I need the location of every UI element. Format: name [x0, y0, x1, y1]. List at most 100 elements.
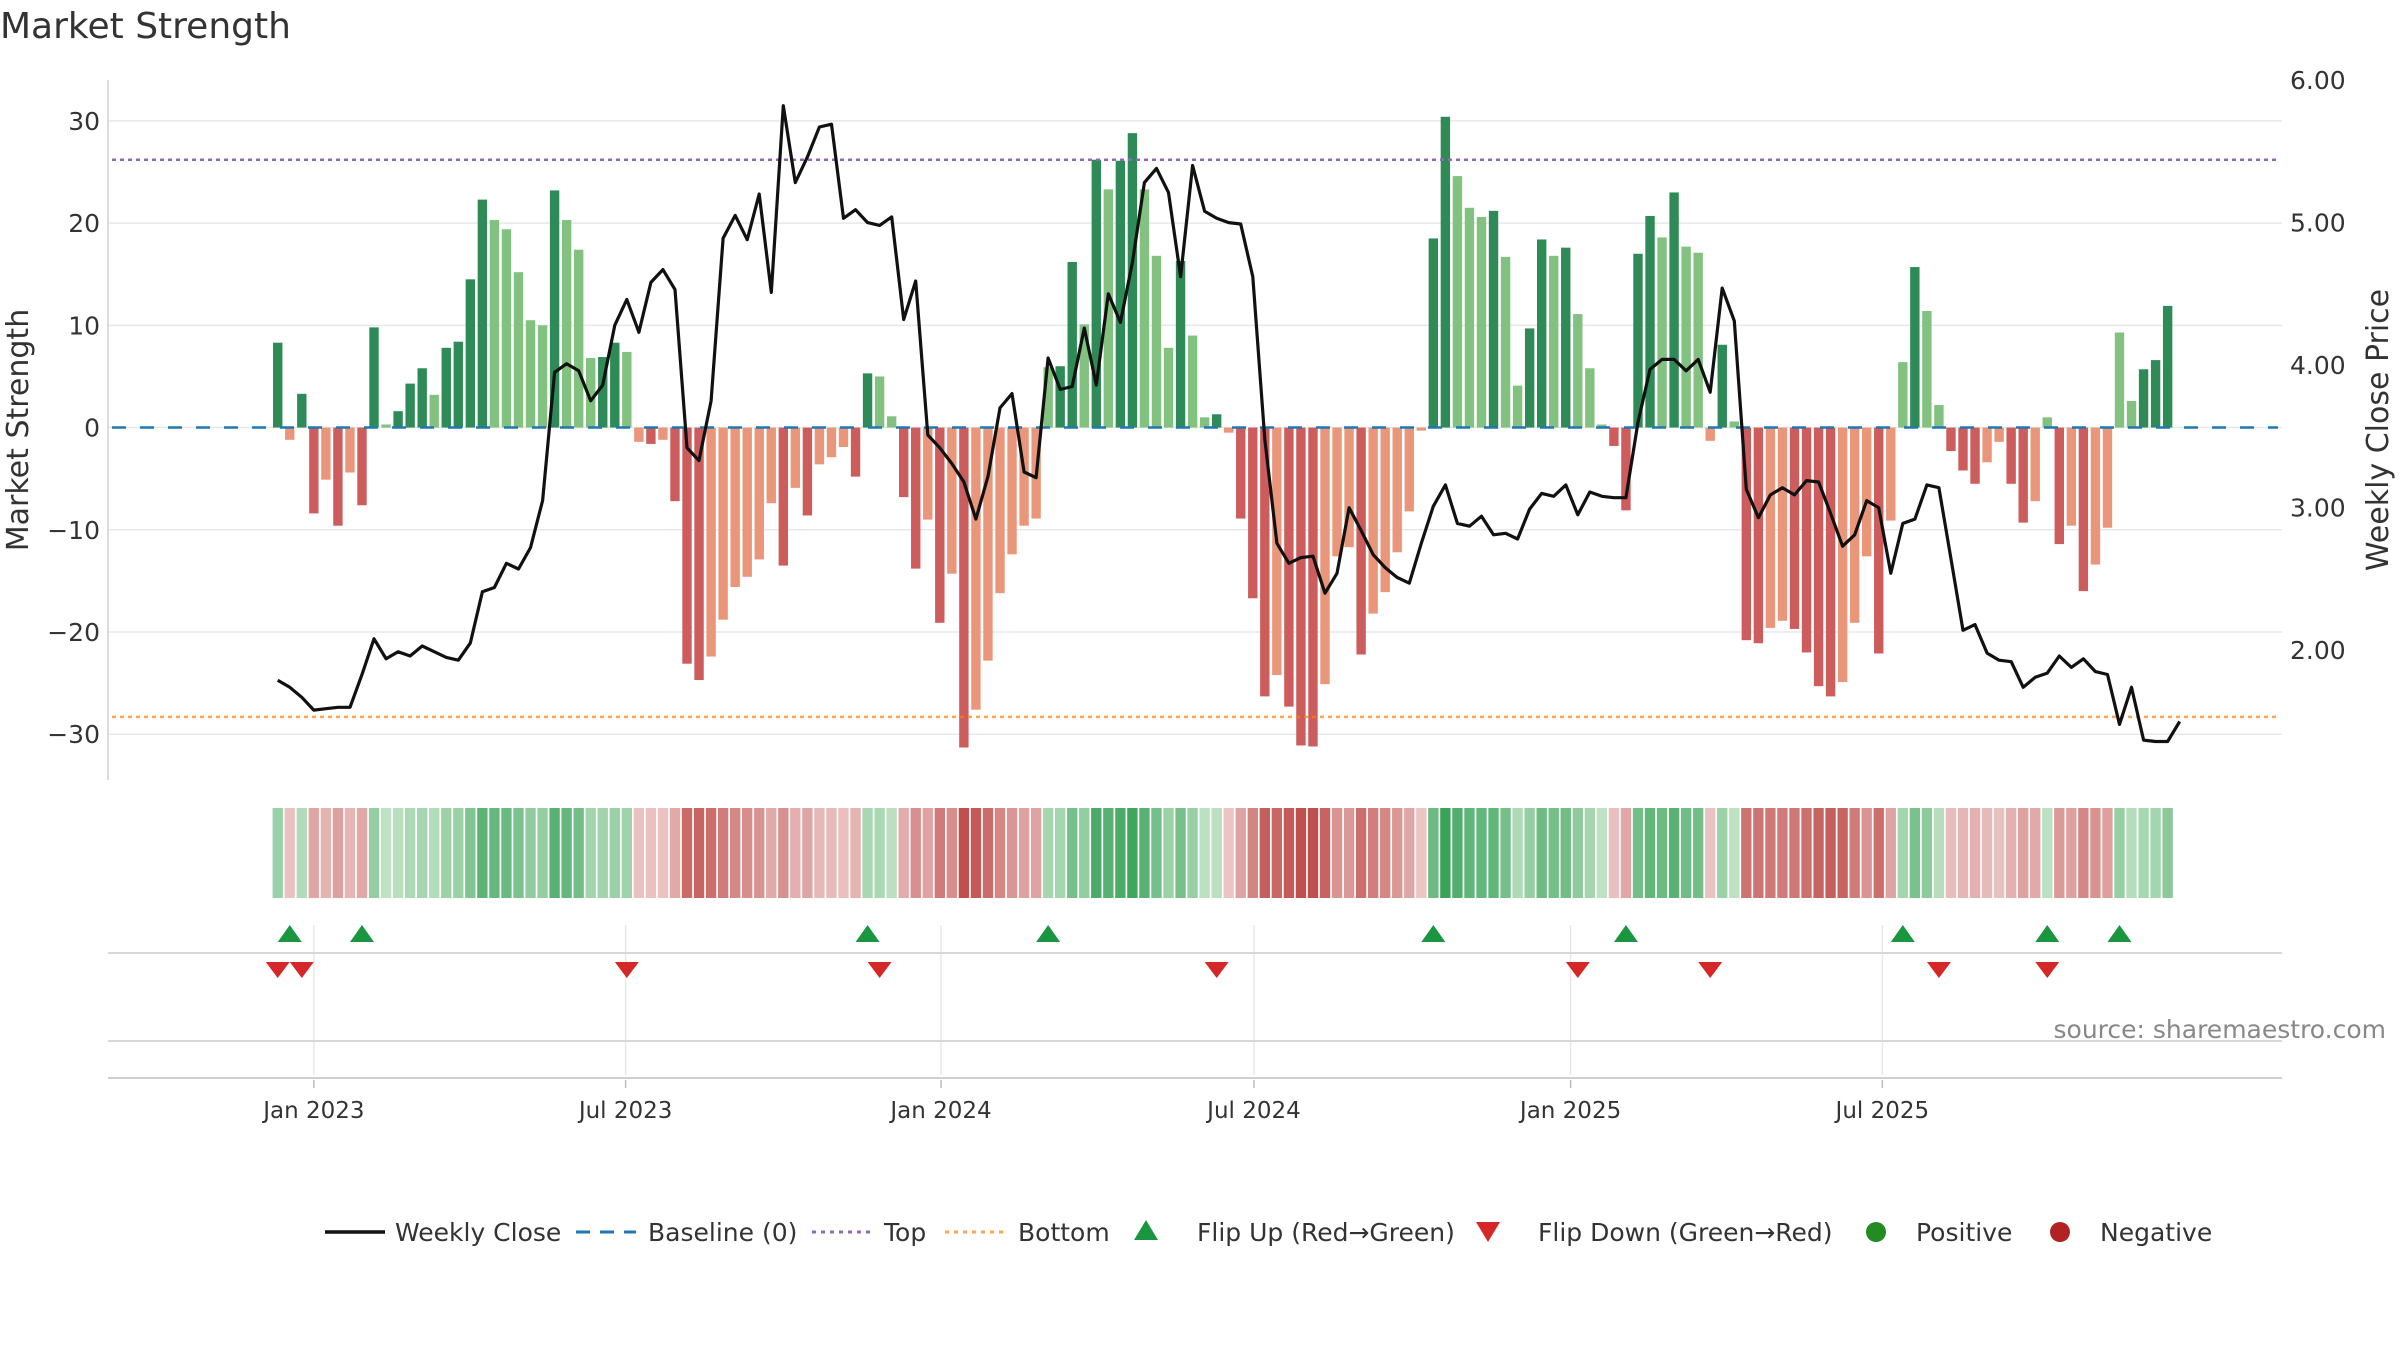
legend-top: Top — [883, 1218, 926, 1247]
heat-cell — [597, 808, 608, 898]
heat-cell — [1584, 808, 1596, 898]
left-tick-label: −30 — [47, 720, 100, 749]
heat-cell — [1753, 808, 1764, 898]
heat-cell — [1392, 808, 1403, 898]
heat-cell — [549, 808, 560, 898]
heat-cell — [1307, 808, 1319, 898]
strength-bar — [1284, 427, 1294, 707]
strength-bar — [1669, 192, 1679, 428]
heat-cell — [1548, 808, 1559, 898]
strength-bar — [513, 272, 524, 428]
heat-cell — [2138, 808, 2149, 898]
strength-bar — [2114, 332, 2125, 428]
strength-bar — [1777, 427, 1788, 621]
strength-bar — [2162, 305, 2173, 428]
heat-cell — [1837, 808, 1848, 898]
heat-cell — [404, 808, 416, 898]
left-tick-label: 20 — [68, 209, 100, 238]
heat-cell — [705, 808, 717, 898]
heat-cell — [2066, 808, 2077, 898]
strength-bar — [1801, 427, 1812, 653]
strength-bar — [333, 427, 343, 526]
flip-down-marker — [265, 962, 290, 978]
heat-cell — [970, 808, 982, 898]
left-tick-label: −20 — [47, 618, 100, 647]
strength-bar — [453, 341, 463, 428]
strength-bar — [1982, 427, 1992, 463]
strength-bar — [1705, 427, 1715, 441]
heat-cell — [1789, 808, 1800, 898]
heat-cell — [1897, 808, 1908, 898]
heat-cell — [633, 808, 645, 898]
strength-bar — [1296, 427, 1306, 746]
strength-bar — [393, 411, 403, 428]
heat-cell — [886, 808, 897, 898]
heat-cell — [1006, 808, 1018, 898]
heat-cell — [1536, 808, 1547, 898]
x-tick-label: Jul 2023 — [577, 1098, 673, 1124]
heat-cell — [645, 808, 657, 898]
strength-bar — [634, 427, 644, 442]
heat-cell — [429, 808, 440, 898]
heat-cell — [1969, 808, 1981, 898]
strength-bar — [1609, 427, 1619, 446]
strength-bar — [1886, 427, 1896, 521]
strength-bar — [694, 427, 704, 681]
strength-bar — [1549, 255, 1559, 428]
heat-cell — [1692, 808, 1704, 898]
strength-bar — [935, 427, 945, 623]
strength-bar — [778, 427, 789, 566]
strength-bar — [1127, 133, 1138, 428]
strength-bar — [1934, 405, 1944, 428]
heat-cell — [1500, 808, 1511, 898]
x-tick-label: Jan 2023 — [261, 1098, 364, 1124]
flip-down-marker — [2035, 962, 2060, 978]
heat-cell — [1957, 808, 1969, 898]
strength-bar — [1115, 160, 1126, 428]
heat-cell — [561, 808, 572, 898]
strength-bar — [923, 427, 933, 520]
strength-bar — [1645, 215, 1655, 428]
heat-cell — [2162, 808, 2173, 898]
flip-up-marker — [1890, 925, 1915, 942]
strength-bar — [826, 427, 837, 458]
strength-bar — [1813, 427, 1824, 687]
strength-bar — [1994, 427, 2004, 442]
legend-negative: Negative — [2100, 1218, 2212, 1247]
heat-cell — [1945, 808, 1957, 898]
strength-bar — [2090, 427, 2101, 565]
strength-bar — [1958, 427, 1968, 471]
legend: Weekly Close Baseline (0) Top Bottom Fli… — [325, 1218, 2212, 1247]
heat-cell — [1777, 808, 1788, 898]
heat-cell — [1404, 808, 1415, 898]
heat-cell — [766, 808, 777, 898]
strength-bar — [1488, 210, 1499, 428]
strength-heat-strip — [272, 808, 2173, 898]
legend-flip-down-icon — [1476, 1222, 1500, 1242]
strength-bar — [489, 220, 500, 428]
chart-title: Market Strength — [0, 6, 291, 47]
heat-cell — [1091, 808, 1102, 898]
flip-down-marker — [867, 962, 892, 978]
heat-cell — [2078, 808, 2089, 898]
heat-cell — [2114, 808, 2125, 898]
strength-bar — [1151, 255, 1162, 428]
strength-bar — [862, 373, 873, 428]
heat-cell — [1223, 808, 1234, 898]
heat-cell — [1067, 808, 1078, 898]
right-tick-label: 3.00 — [2290, 494, 2346, 523]
heat-cell — [344, 808, 356, 898]
flip-up-marker — [1036, 925, 1061, 942]
heat-cell — [1993, 808, 2005, 898]
strength-bar — [1585, 368, 1595, 428]
strength-bar — [1332, 427, 1342, 557]
legend-negative-icon — [2050, 1222, 2070, 1242]
heat-cell — [669, 808, 681, 898]
strength-bar — [1139, 189, 1150, 428]
heat-cell — [874, 808, 885, 898]
heat-cell — [1680, 808, 1692, 898]
strength-bar — [802, 427, 813, 516]
x-tick-label: Jul 2024 — [1205, 1098, 1301, 1124]
heat-cell — [1355, 808, 1367, 898]
heat-cell — [453, 808, 464, 898]
